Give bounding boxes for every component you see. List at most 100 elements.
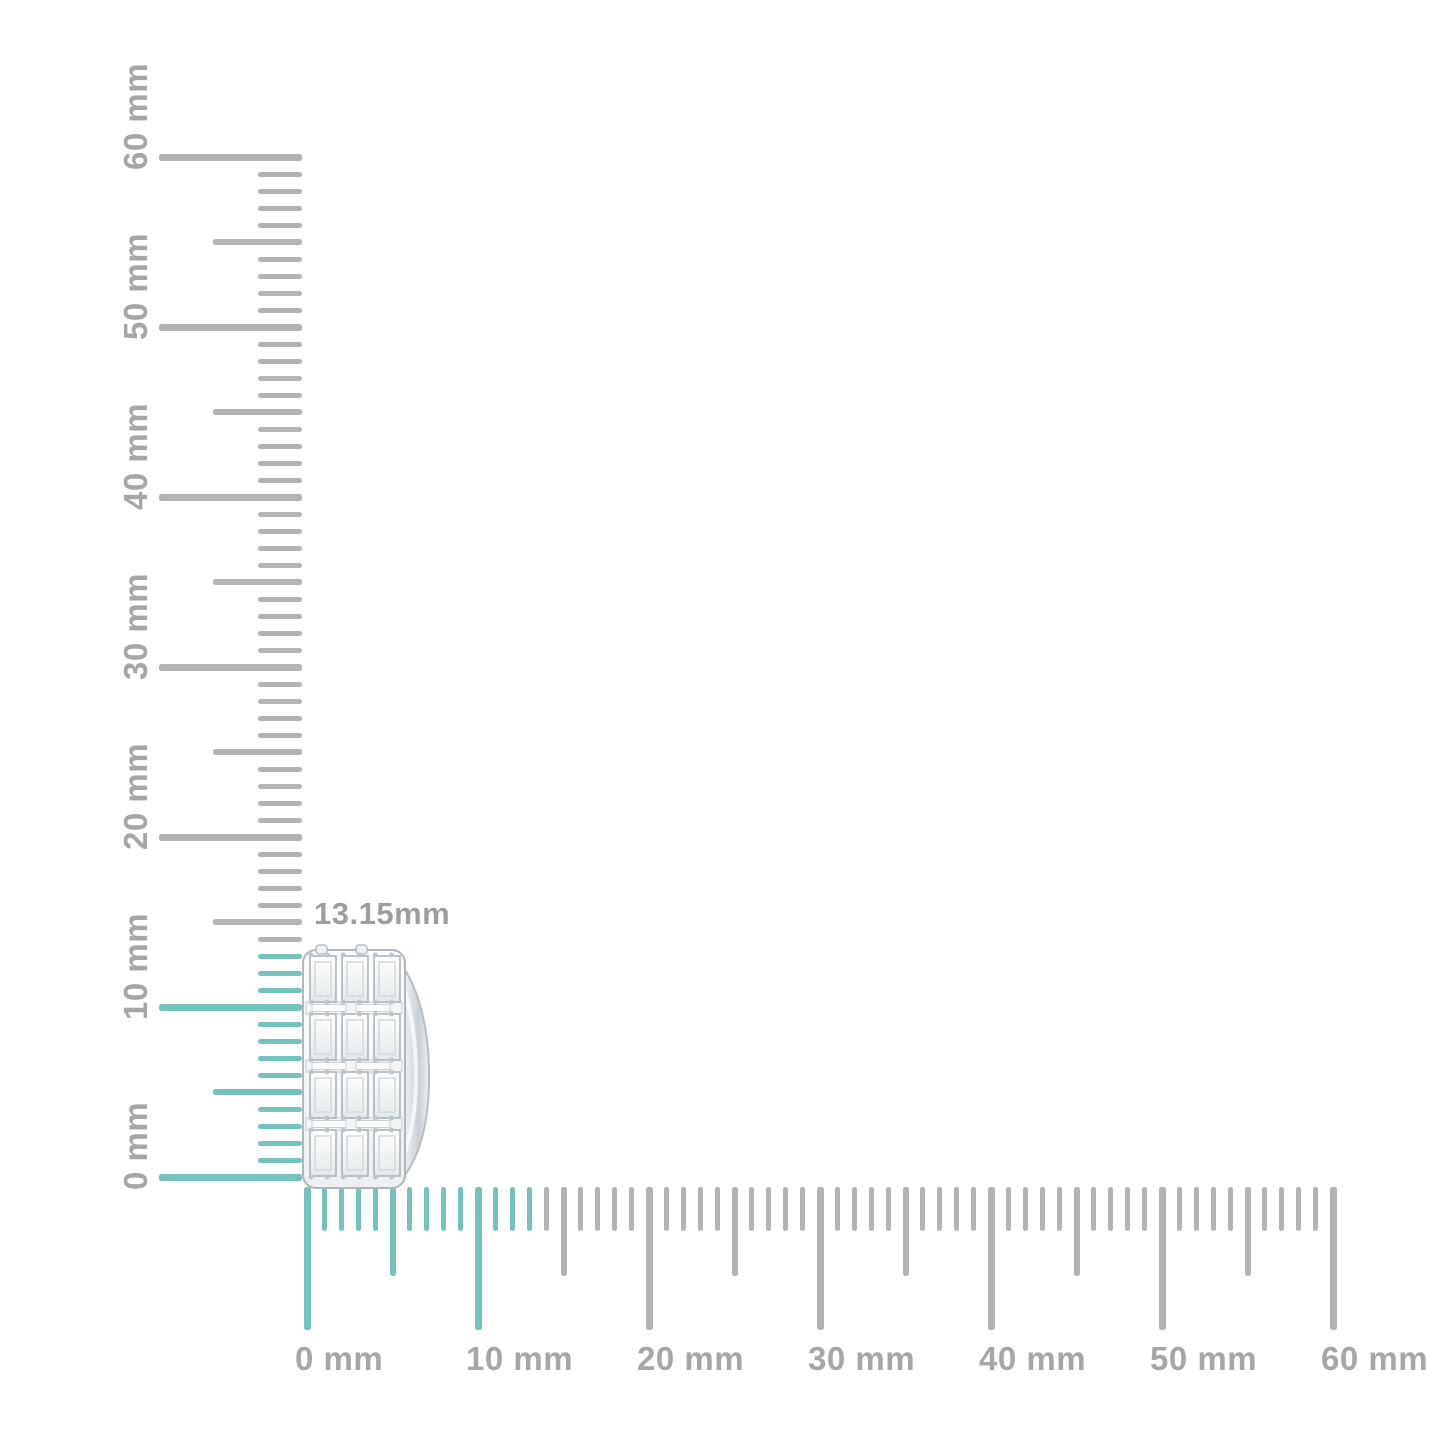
v-tick-17mm (258, 885, 302, 891)
h-tick-12mm (509, 1187, 515, 1231)
h-tick-29mm (800, 1187, 806, 1231)
h-tick-11mm (492, 1187, 498, 1231)
h-ruler-label-0mm: 0 mm (295, 1340, 384, 1377)
v-tick-11mm (258, 987, 302, 993)
h-tick-45mm (1073, 1187, 1080, 1276)
h-tick-16mm (578, 1187, 584, 1231)
h-tick-46mm (1091, 1187, 1097, 1231)
v-tick-7mm (258, 1055, 302, 1061)
h-ruler-label-20mm: 20 mm (637, 1340, 745, 1377)
v-tick-21mm (258, 817, 302, 823)
h-tick-24mm (714, 1187, 720, 1231)
h-tick-34mm (885, 1187, 891, 1231)
h-tick-55mm (1244, 1187, 1251, 1276)
v-tick-27mm (258, 715, 302, 721)
v-tick-31mm (258, 647, 302, 653)
h-tick-49mm (1142, 1187, 1148, 1231)
v-tick-34mm (258, 596, 302, 602)
v-tick-43mm (258, 443, 302, 449)
v-ruler-label-40mm: 40 mm (117, 402, 154, 510)
v-tick-42mm (258, 460, 302, 466)
v-tick-32mm (258, 630, 302, 636)
v-ruler-label-10mm: 10 mm (117, 912, 154, 1020)
h-tick-6mm (407, 1187, 413, 1231)
v-tick-41mm (258, 477, 302, 483)
v-tick-49mm (258, 341, 302, 347)
v-tick-44mm (258, 426, 302, 432)
h-tick-37mm (937, 1187, 943, 1231)
h-tick-33mm (868, 1187, 874, 1231)
v-tick-2mm (258, 1140, 302, 1146)
v-tick-29mm (258, 681, 302, 687)
v-tick-28mm (258, 698, 302, 704)
h-tick-54mm (1227, 1187, 1233, 1231)
h-tick-31mm (834, 1187, 840, 1231)
v-tick-33mm (258, 613, 302, 619)
h-tick-14mm (543, 1187, 549, 1231)
h-tick-28mm (783, 1187, 789, 1231)
v-tick-13mm (258, 953, 302, 959)
h-tick-21mm (663, 1187, 669, 1231)
h-tick-23mm (697, 1187, 703, 1231)
h-tick-3mm (355, 1187, 361, 1231)
h-tick-27mm (766, 1187, 772, 1231)
v-tick-6mm (258, 1072, 302, 1078)
h-tick-4mm (372, 1187, 378, 1231)
v-tick-45mm (213, 409, 302, 415)
h-tick-56mm (1262, 1187, 1268, 1231)
h-tick-0mm (303, 1187, 311, 1330)
v-tick-10mm (159, 1003, 302, 1011)
v-tick-52mm (258, 290, 302, 296)
measurement-label: 13.15mm (314, 896, 451, 931)
h-tick-58mm (1296, 1187, 1302, 1231)
h-tick-18mm (612, 1187, 618, 1231)
v-tick-24mm (258, 766, 302, 772)
h-ruler-label-10mm: 10 mm (466, 1340, 574, 1377)
h-tick-32mm (851, 1187, 857, 1231)
h-ruler-label-60mm: 60 mm (1321, 1340, 1429, 1377)
v-tick-3mm (258, 1123, 302, 1129)
h-tick-10mm (474, 1187, 482, 1330)
h-tick-57mm (1279, 1187, 1285, 1231)
h-tick-50mm (1158, 1187, 1166, 1330)
v-tick-4mm (258, 1106, 302, 1112)
earring-channel-stones (311, 1004, 391, 1128)
v-tick-36mm (258, 562, 302, 568)
h-tick-20mm (645, 1187, 653, 1330)
v-tick-0mm (159, 1173, 302, 1181)
v-ruler-label-60mm: 60 mm (117, 62, 154, 170)
h-tick-52mm (1193, 1187, 1199, 1231)
h-tick-59mm (1313, 1187, 1319, 1231)
h-ruler-label-40mm: 40 mm (979, 1340, 1087, 1377)
v-tick-40mm (159, 493, 302, 501)
v-tick-1mm (258, 1157, 302, 1163)
v-tick-12mm (258, 970, 302, 976)
h-tick-60mm (1329, 1187, 1337, 1330)
v-tick-9mm (258, 1021, 302, 1027)
v-tick-59mm (258, 171, 302, 177)
v-tick-26mm (258, 732, 302, 738)
h-tick-43mm (1039, 1187, 1045, 1231)
h-tick-53mm (1210, 1187, 1216, 1231)
h-tick-19mm (629, 1187, 635, 1231)
h-tick-44mm (1056, 1187, 1062, 1231)
h-tick-48mm (1125, 1187, 1131, 1231)
v-tick-22mm (258, 800, 302, 806)
v-tick-51mm (258, 307, 302, 313)
earring-top-prongs (315, 944, 368, 955)
h-tick-35mm (902, 1187, 909, 1276)
h-tick-25mm (731, 1187, 738, 1276)
h-tick-8mm (441, 1187, 447, 1231)
h-tick-15mm (560, 1187, 567, 1276)
h-tick-1mm (321, 1187, 327, 1231)
v-tick-58mm (258, 188, 302, 194)
h-tick-2mm (338, 1187, 344, 1231)
h-tick-30mm (816, 1187, 824, 1330)
h-tick-41mm (1005, 1187, 1011, 1231)
v-tick-47mm (258, 375, 302, 381)
h-tick-5mm (389, 1187, 396, 1276)
h-tick-42mm (1022, 1187, 1028, 1231)
h-tick-22mm (680, 1187, 686, 1231)
v-ruler-label-30mm: 30 mm (117, 572, 154, 680)
